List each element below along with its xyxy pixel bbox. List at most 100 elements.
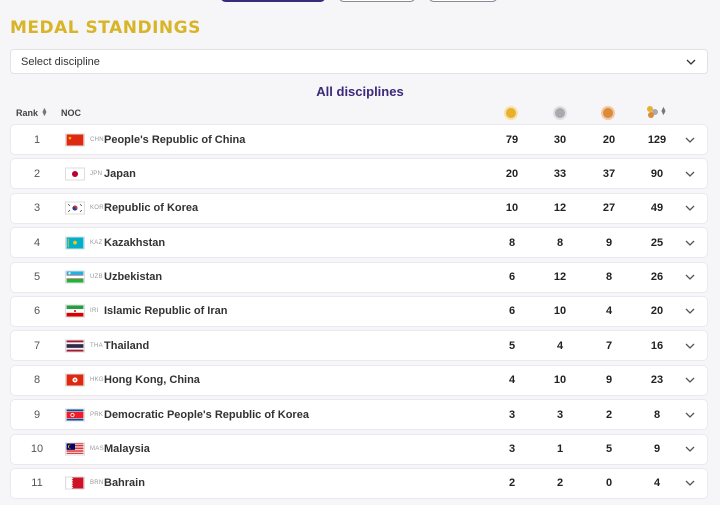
rank-cell: 5 [33, 271, 41, 284]
country-name: Malaysia [104, 443, 150, 456]
table-row[interactable]: 10 MAS Malaysia 3 1 5 9 [10, 433, 708, 465]
flag-brn-icon [65, 476, 85, 490]
flag-mas-icon [65, 442, 85, 456]
flag-hkg-icon [65, 373, 85, 387]
table-row[interactable]: 8 HKG Hong Kong, China 4 10 9 23 [10, 364, 708, 396]
table-header: Rank ▲ ▼ NOC ▲ ▼ [10, 104, 708, 122]
gold-count: 20 [505, 167, 519, 180]
chevron-down-icon[interactable] [684, 168, 696, 180]
total-count: 25 [650, 236, 664, 249]
bronze-count: 2 [605, 408, 613, 421]
silver-count: 10 [553, 305, 567, 318]
country-name: People's Republic of China [104, 133, 246, 146]
bronze-count: 20 [602, 133, 616, 146]
silver-count: 8 [556, 236, 564, 249]
chevron-down-icon[interactable] [684, 271, 696, 283]
chevron-down-icon[interactable] [684, 202, 696, 214]
flag-jpn-icon [65, 167, 85, 181]
discipline-select-placeholder: Select discipline [21, 55, 100, 68]
noc-code: HKG [90, 377, 104, 384]
rank-cell: 7 [33, 339, 41, 352]
flag-uzb-icon [65, 270, 85, 284]
silver-count: 33 [553, 167, 567, 180]
top-tab-active[interactable] [220, 0, 326, 2]
gold-count: 6 [508, 271, 516, 284]
top-tab[interactable] [428, 0, 498, 2]
gold-medal-icon[interactable] [506, 108, 516, 118]
bronze-count: 9 [605, 236, 613, 249]
silver-count: 2 [556, 477, 564, 490]
total-count: 129 [647, 133, 667, 146]
total-count: 4 [653, 477, 661, 490]
rank-cell: 1 [33, 133, 41, 146]
table-row[interactable]: 6 IRI Islamic Republic of Iran 6 10 4 20 [10, 295, 708, 327]
flag-prk-icon [65, 408, 85, 422]
silver-count: 1 [556, 443, 564, 456]
gold-count: 5 [508, 339, 516, 352]
noc-code: UZB [90, 274, 103, 281]
total-count: 26 [650, 271, 664, 284]
chevron-down-icon[interactable] [684, 443, 696, 455]
flag-kor-icon [65, 201, 85, 215]
chevron-down-icon[interactable] [684, 340, 696, 352]
chevron-down-icon[interactable] [684, 477, 696, 489]
subtitle: All disciplines [316, 84, 404, 99]
top-tab[interactable] [338, 0, 416, 2]
chevron-down-icon[interactable] [684, 374, 696, 386]
table-row[interactable]: 11 BRN Bahrain 2 2 0 4 [10, 467, 708, 499]
bronze-count: 27 [602, 202, 616, 215]
total-medals-icon [647, 106, 658, 118]
flag-iri-icon [65, 304, 85, 318]
bronze-medal-icon[interactable] [603, 108, 613, 118]
table-row[interactable]: 5 UZB Uzbekistan 6 12 8 26 [10, 261, 708, 293]
gold-count: 3 [508, 443, 516, 456]
table-row[interactable]: 3 KOR Republic of Korea 10 12 27 49 [10, 192, 708, 224]
table-row[interactable]: 1 CHN People's Republic of China 79 30 2… [10, 124, 708, 155]
silver-medal-icon[interactable] [555, 108, 565, 118]
rank-cell: 4 [33, 236, 41, 249]
chevron-down-icon[interactable] [684, 134, 696, 146]
noc-code: CHN [90, 136, 104, 143]
chevron-down-icon[interactable] [684, 409, 696, 421]
flag-tha-icon [65, 339, 85, 353]
flag-chn-icon [65, 133, 85, 146]
rank-cell: 10 [30, 443, 44, 456]
country-name: Thailand [104, 339, 150, 352]
top-tabs [0, 0, 720, 4]
rank-cell: 2 [33, 167, 41, 180]
gold-count: 10 [505, 202, 519, 215]
table-row[interactable]: 7 THA Thailand 5 4 7 16 [10, 330, 708, 362]
rank-header[interactable]: Rank ▲ ▼ [16, 107, 48, 118]
chevron-down-icon[interactable] [684, 237, 696, 249]
total-count: 8 [653, 408, 661, 421]
rank-cell: 3 [33, 202, 41, 215]
silver-count: 30 [553, 133, 567, 146]
medal-table: 1 CHN People's Republic of China 79 30 2… [10, 124, 708, 502]
rank-header-label: Rank [16, 108, 39, 118]
country-name: Japan [104, 167, 136, 180]
table-row[interactable]: 9 PRK Democratic People's Republic of Ko… [10, 399, 708, 431]
chevron-down-icon[interactable] [684, 305, 696, 317]
country-name: Democratic People's Republic of Korea [104, 408, 309, 421]
total-count: 20 [650, 305, 664, 318]
noc-header: NOC [61, 108, 81, 118]
gold-count: 79 [505, 133, 519, 146]
silver-count: 3 [556, 408, 564, 421]
discipline-select[interactable]: Select discipline [10, 49, 708, 74]
noc-code: JPN [90, 170, 103, 177]
country-name: Hong Kong, China [104, 374, 200, 387]
gold-count: 8 [508, 236, 516, 249]
bronze-count: 5 [605, 443, 613, 456]
table-row[interactable]: 2 JPN Japan 20 33 37 90 [10, 158, 708, 190]
bronze-count: 4 [605, 305, 613, 318]
bronze-count: 8 [605, 271, 613, 284]
rank-cell: 11 [31, 477, 43, 490]
chevron-down-icon [686, 59, 696, 65]
table-row[interactable]: 4 KAZ Kazakhstan 8 8 9 25 [10, 227, 708, 259]
total-header[interactable]: ▲ ▼ [647, 106, 667, 118]
gold-count: 2 [508, 477, 516, 490]
noc-code: IRI [90, 308, 99, 315]
country-name: Republic of Korea [104, 202, 199, 215]
silver-count: 12 [553, 271, 567, 284]
gold-count: 3 [508, 408, 516, 421]
